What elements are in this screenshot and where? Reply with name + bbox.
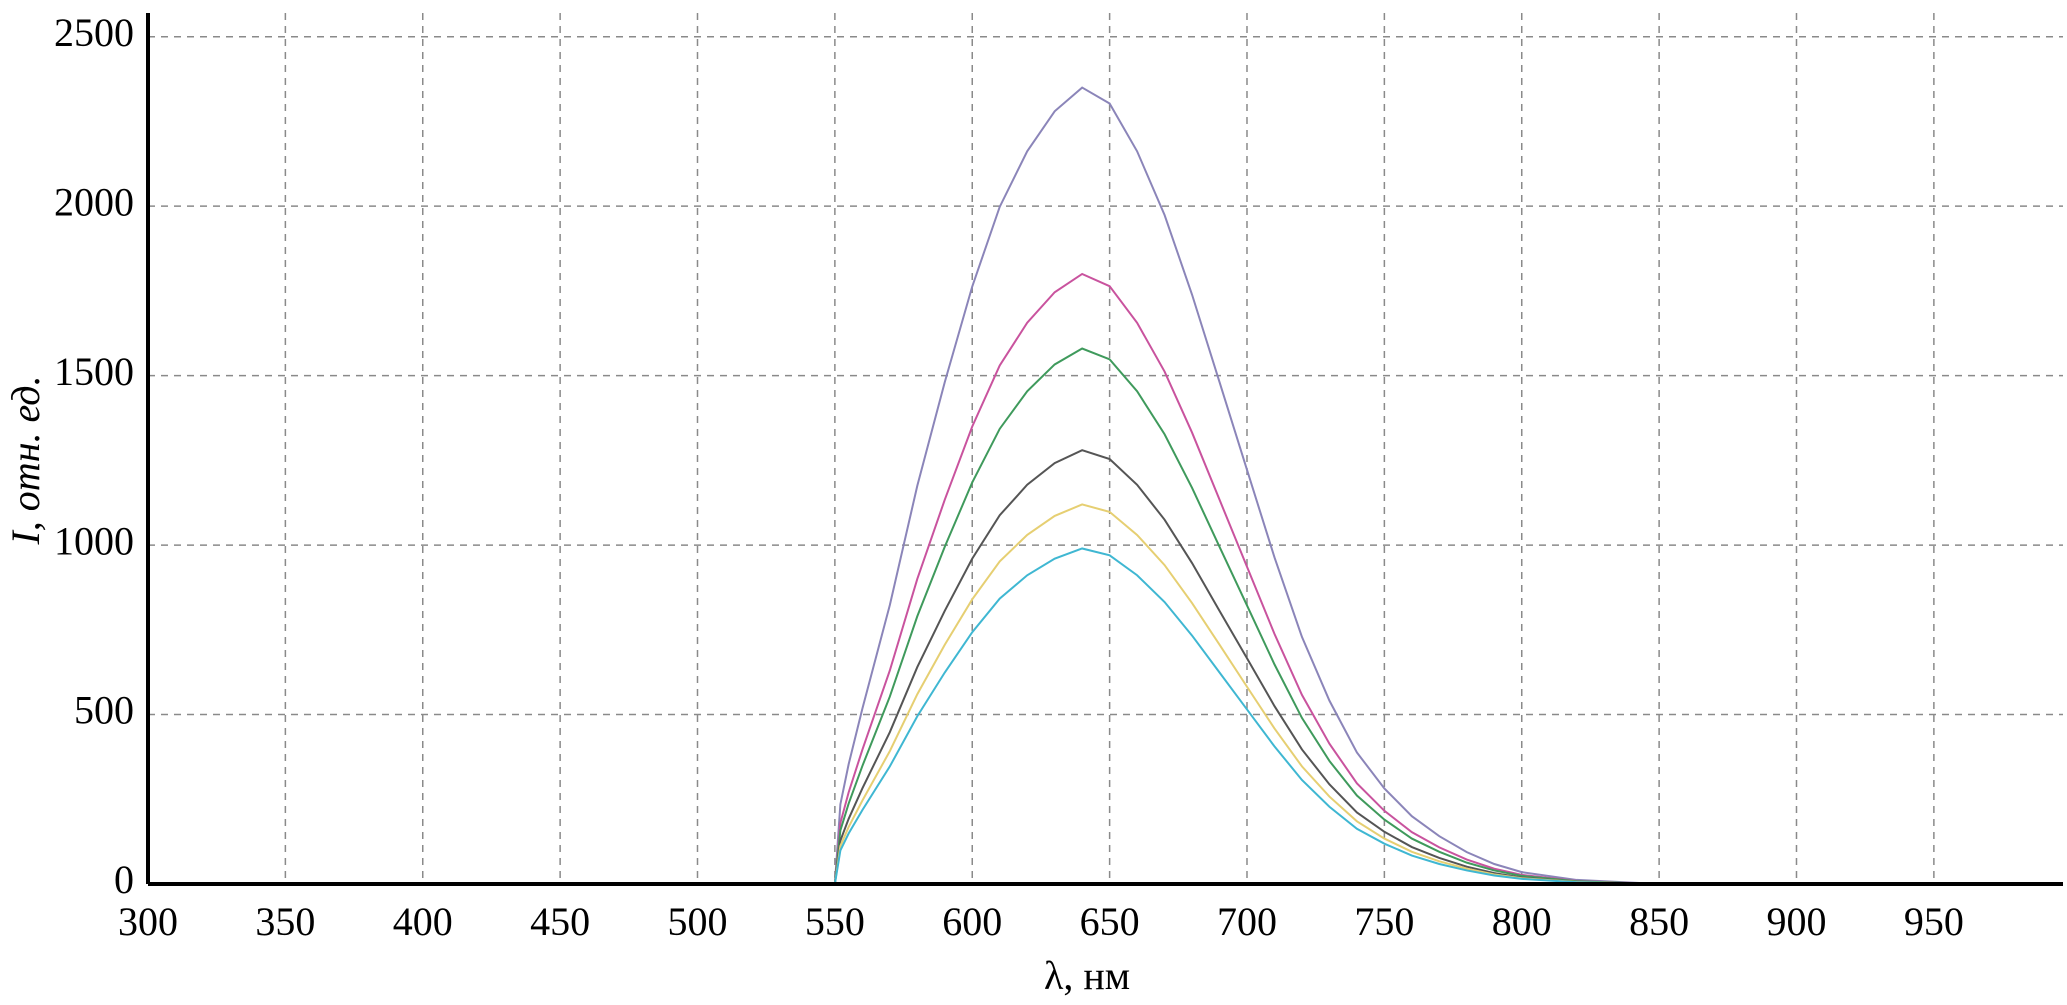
x-tick-label: 950 — [1904, 899, 1964, 944]
data-line — [148, 86, 2063, 885]
x-tick-label: 600 — [942, 899, 1002, 944]
data-line — [148, 347, 2063, 885]
y-tick-label: 2500 — [54, 10, 134, 55]
x-tick-label: 850 — [1629, 899, 1689, 944]
y-tick-label: 0 — [114, 857, 134, 902]
x-tick-label: 400 — [393, 899, 453, 944]
x-tick-label: 900 — [1766, 899, 1826, 944]
x-tick-label: 700 — [1217, 899, 1277, 944]
x-tick-label: 300 — [118, 899, 178, 944]
y-axis-label: I, отн. ед. — [3, 375, 48, 545]
x-tick-label: 750 — [1354, 899, 1414, 944]
data-line — [148, 449, 2063, 885]
x-tick-label: 500 — [667, 899, 727, 944]
y-tick-label: 2000 — [54, 179, 134, 224]
data-line — [148, 547, 2063, 885]
x-tick-label: 450 — [530, 899, 590, 944]
y-tick-label: 500 — [74, 688, 134, 733]
x-tick-label: 800 — [1492, 899, 1552, 944]
y-tick-label: 1500 — [54, 349, 134, 394]
x-tick-label: 650 — [1080, 899, 1140, 944]
data-line — [148, 503, 2063, 885]
x-tick-label: 350 — [255, 899, 315, 944]
y-tick-label: 1000 — [54, 518, 134, 563]
x-tick-label: 550 — [805, 899, 865, 944]
x-axis-label: λ, нм — [1044, 953, 1130, 998]
data-line — [148, 272, 2063, 885]
